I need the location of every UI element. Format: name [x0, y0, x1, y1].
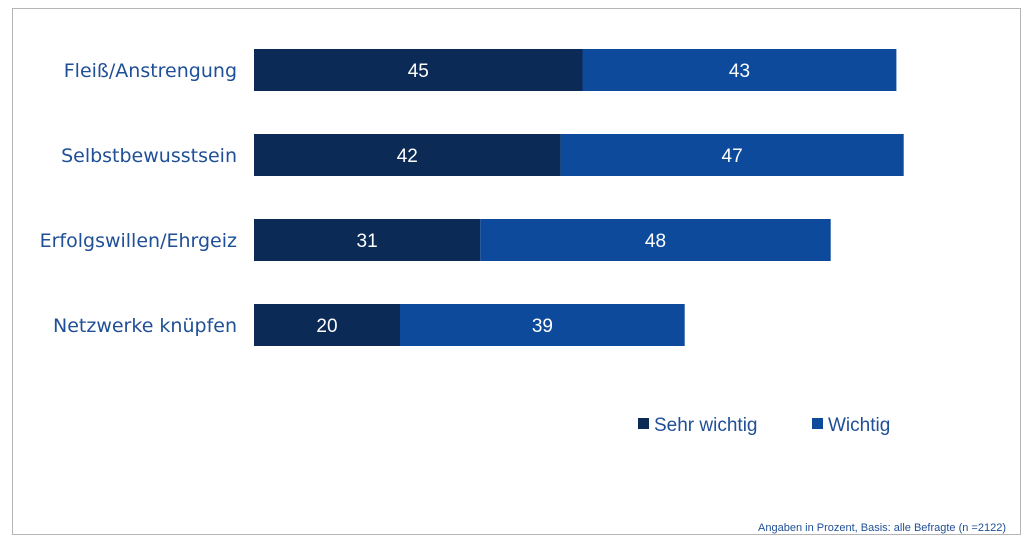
- bar-segment: [254, 134, 561, 176]
- bar-segment: [254, 304, 400, 346]
- bar-value-label: 43: [729, 61, 750, 82]
- bar-segment: [560, 134, 904, 176]
- legend-label: Wichtig: [828, 415, 890, 436]
- bar-segment: [254, 219, 481, 261]
- footnote: Angaben in Prozent, Basis: alle Befragte…: [758, 522, 1006, 534]
- bar-value-label: 45: [408, 61, 429, 82]
- chart-frame: [12, 8, 1021, 535]
- bar-value-label: 20: [316, 316, 337, 337]
- category-label: Fleiß/Anstrengung: [64, 60, 237, 82]
- bar-value-label: 39: [532, 316, 553, 337]
- bar-value-label: 31: [357, 231, 378, 252]
- bars: 45 43 42 47 31 48 20 39: [254, 49, 904, 346]
- bar-segment: [254, 49, 583, 91]
- legend-swatch: [638, 418, 649, 429]
- category-label: Netzwerke knüpfen: [53, 315, 237, 337]
- category-label: Selbstbewusstsein: [61, 145, 237, 167]
- legend-swatch: [812, 418, 823, 429]
- bar-value-label: 47: [722, 146, 743, 167]
- bar-segment: [400, 304, 685, 346]
- legend-label: Sehr wichtig: [654, 415, 758, 436]
- legend: Sehr wichtig Wichtig: [638, 415, 890, 436]
- bar-value-label: 48: [645, 231, 666, 252]
- category-labels: Fleiß/Anstrengung Selbstbewusstsein Erfolg…: [40, 60, 237, 337]
- bar-segment: [480, 219, 831, 261]
- bar-value-label: 42: [397, 146, 418, 167]
- bar-segment: [582, 49, 897, 91]
- category-label: Erfolgswillen/Ehrgeiz: [40, 230, 237, 252]
